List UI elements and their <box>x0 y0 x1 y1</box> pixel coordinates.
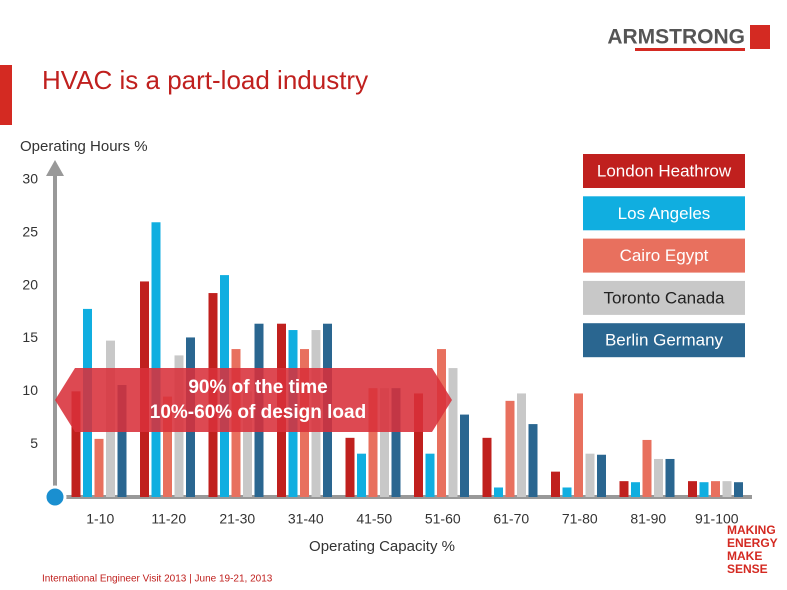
legend-swatch <box>583 154 745 188</box>
bar <box>460 414 469 497</box>
bar <box>517 393 526 497</box>
bar <box>642 439 652 497</box>
legend-label: London Heathrow <box>597 161 732 180</box>
bar <box>368 388 378 497</box>
x-tick-label: 71-80 <box>562 511 598 527</box>
x-tick-label: 41-50 <box>356 511 392 527</box>
bar <box>425 453 435 497</box>
bar <box>528 424 538 497</box>
bar <box>437 349 446 497</box>
bar <box>551 471 560 497</box>
annotation-banner <box>55 368 452 432</box>
footer: International Engineer Visit 2013 | June… <box>42 574 273 585</box>
bar <box>631 482 640 497</box>
annotation: 90% of the time <box>188 377 327 398</box>
bar <box>494 487 503 497</box>
x-tick-label: 81-90 <box>630 511 666 527</box>
x-tick-label: 21-30 <box>219 511 255 527</box>
y-arrow <box>46 160 64 176</box>
bar <box>448 368 458 497</box>
y-tick-label: 30 <box>22 171 38 187</box>
x-axis-label: Operating Capacity % <box>309 538 455 555</box>
logo-underline <box>635 48 745 51</box>
bar <box>414 393 423 497</box>
x-tick-label: 31-40 <box>288 511 324 527</box>
tagline-word: MAKE <box>727 549 762 563</box>
x-tick-label: 11-20 <box>151 511 186 527</box>
legend-swatch <box>583 280 745 315</box>
bar <box>151 222 161 497</box>
bar <box>585 453 595 497</box>
legend-label: Cairo Egypt <box>620 246 709 265</box>
bar <box>597 454 606 497</box>
tagline-word: ENERGY <box>727 536 778 550</box>
bar <box>722 481 732 497</box>
bar <box>94 438 104 497</box>
bar <box>654 458 663 497</box>
x-tick-label: 91-100 <box>695 511 739 527</box>
legend-label: Los Angeles <box>618 204 711 223</box>
bar <box>619 481 629 497</box>
bar <box>734 482 743 497</box>
bar <box>505 400 515 497</box>
logo-icon <box>750 25 770 49</box>
y-tick-label: 10 <box>22 382 38 398</box>
logo: ARMSTRONG <box>607 26 745 49</box>
x-tick-label: 1-10 <box>86 511 114 527</box>
bar <box>574 393 583 497</box>
bar <box>243 391 252 497</box>
bar <box>688 481 697 497</box>
slide-title: HVAC is a part-load industry <box>42 65 368 95</box>
y-tick-label: 15 <box>22 329 38 345</box>
bar <box>699 482 709 497</box>
legend-swatch <box>583 196 745 231</box>
bar <box>163 396 172 497</box>
bar <box>665 458 675 497</box>
legend-swatch <box>583 323 745 358</box>
bar <box>482 437 492 497</box>
legend: London Heathrow Los Angeles Cairo Egypt Tor… <box>583 154 745 358</box>
origin-dot <box>43 485 67 509</box>
accent-bar <box>0 65 12 125</box>
tagline-word: SENSE <box>727 562 768 576</box>
bar <box>117 384 127 497</box>
legend-label: Toronto Canada <box>604 288 726 307</box>
bar <box>711 481 720 497</box>
bar <box>380 388 389 497</box>
y-tick-label: 5 <box>30 435 38 451</box>
annotation: 10%-60% of design load <box>150 402 366 423</box>
bar <box>391 388 401 497</box>
legend-swatch <box>583 238 745 273</box>
bar <box>357 453 366 497</box>
y-tick-label: 20 <box>22 276 38 292</box>
y-tick-label: 25 <box>22 224 38 240</box>
legend-label: Berlin Germany <box>605 331 724 350</box>
x-tick-label: 61-70 <box>493 511 529 527</box>
bar <box>562 487 572 497</box>
bar <box>345 437 355 497</box>
x-tick-label: 51-60 <box>425 511 461 527</box>
y-axis-label: Operating Hours % <box>20 138 148 155</box>
tagline-word: MAKING <box>727 523 776 537</box>
bar <box>71 391 81 497</box>
